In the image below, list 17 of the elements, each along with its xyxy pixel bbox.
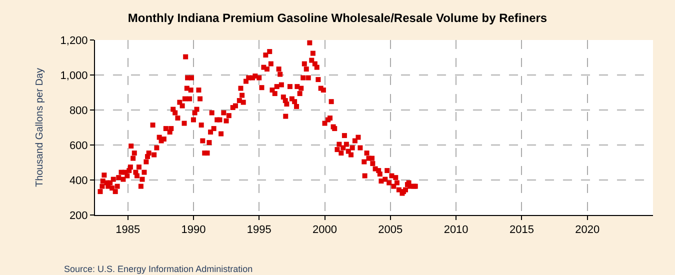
y-tick-label: 1,000 [60,70,88,82]
x-tick-label: 2000 [312,224,337,236]
y-axis-title: Thousand Gallons per Day [34,68,46,187]
y-tick-label: 600 [69,140,88,152]
source-note: Source: U.S. Energy Information Administration [64,264,253,274]
y-tick-label: 1,200 [60,34,88,47]
chart-title: Monthly Indiana Premium Gasoline Wholesale/Resale Volume by Refiners [128,11,548,26]
y-tick-label: 800 [69,104,88,117]
x-tick-label: 2020 [575,224,600,236]
y-tick-label: 200 [69,210,88,222]
x-tick-label: 1990 [181,224,206,236]
x-tick-label: 2010 [444,224,468,236]
y-tick-label: 400 [69,174,88,187]
x-tick-label: 2015 [509,224,534,236]
x-tick-label: 1995 [246,224,272,236]
x-tick-label: 2005 [378,224,403,236]
x-tick-label: 1985 [116,224,140,236]
